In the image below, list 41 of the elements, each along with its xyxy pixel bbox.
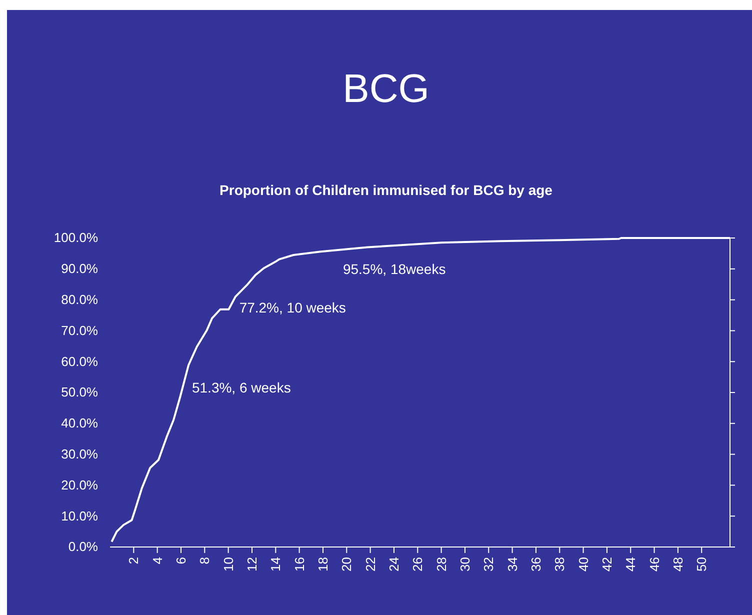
y-tick-label: 90.0% — [61, 261, 98, 276]
y-tick-label: 10.0% — [61, 508, 98, 524]
x-tick-label: 48 — [670, 557, 686, 572]
x-tick-label: 24 — [386, 557, 402, 572]
y-tick-label: 60.0% — [61, 354, 98, 369]
x-tick-label: 14 — [268, 557, 284, 572]
y-tick-label: 30.0% — [61, 446, 98, 462]
x-tick-label: 2 — [126, 557, 142, 564]
x-tick-label: 42 — [599, 557, 614, 572]
y-tick-label: 80.0% — [61, 292, 98, 307]
y-tick-label: 100.0% — [54, 230, 98, 246]
y-tick-label: 20.0% — [61, 477, 98, 492]
chart-subtitle: Proportion of Children immunised for BCG by age — [220, 182, 553, 198]
x-tick-label: 30 — [458, 557, 473, 572]
x-tick-label: 34 — [504, 557, 520, 572]
x-tick-label: 44 — [623, 557, 638, 572]
x-tick-label: 10 — [220, 557, 236, 572]
x-tick-label: 8 — [197, 557, 212, 564]
x-tick-label: 50 — [694, 557, 710, 572]
x-tick-label: 40 — [576, 557, 591, 572]
y-tick-label: 50.0% — [61, 384, 98, 400]
y-tick-label: 70.0% — [61, 322, 98, 338]
x-tick-label: 46 — [646, 557, 662, 572]
x-tick-label: 32 — [481, 557, 496, 572]
y-tick-label: 40.0% — [61, 416, 98, 431]
y-tick-label: 0.0% — [68, 539, 98, 554]
x-tick-label: 28 — [434, 557, 449, 572]
x-tick-label: 38 — [552, 557, 568, 572]
chart-title: BCG — [342, 67, 430, 111]
x-tick-label: 12 — [244, 557, 260, 572]
x-tick-label: 18 — [316, 557, 331, 572]
x-tick-label: 16 — [292, 557, 307, 572]
annotation: 77.2%, 10 weeks — [239, 299, 346, 316]
annotation: 95.5%, 18weeks — [342, 260, 446, 277]
annotation: 51.3%, 6 weeks — [192, 379, 291, 396]
x-tick-label: 20 — [339, 557, 354, 572]
x-tick-label: 36 — [528, 557, 544, 572]
x-tick-label: 22 — [362, 557, 378, 572]
x-tick-label: 6 — [174, 557, 189, 564]
x-tick-label: 4 — [150, 557, 165, 564]
x-tick-label: 26 — [410, 557, 426, 572]
